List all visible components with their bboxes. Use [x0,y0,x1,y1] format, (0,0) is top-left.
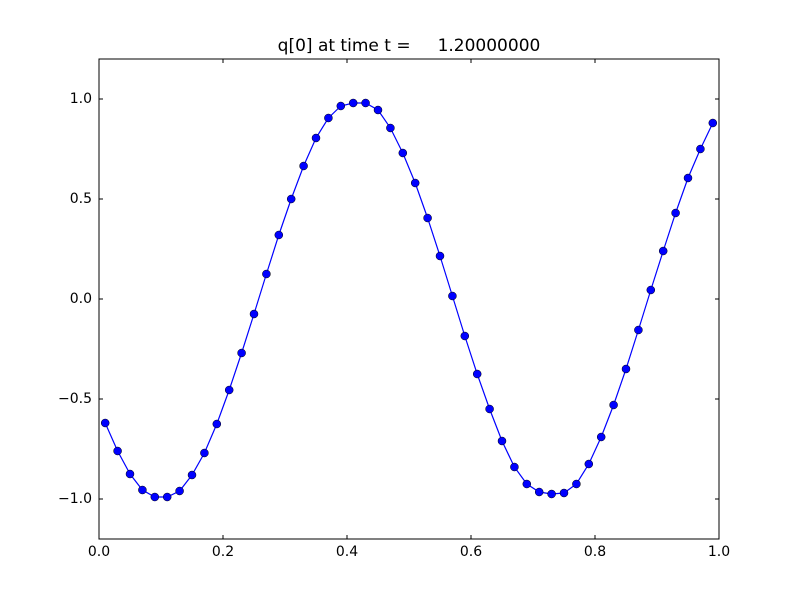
marker [584,459,594,469]
series-line [104,102,714,498]
y-tick-label: 0.5 [70,191,92,207]
marker [634,325,643,335]
marker [522,479,532,489]
marker [212,419,222,429]
marker [200,448,209,458]
marker [572,479,581,489]
marker [274,230,284,240]
marker [671,208,680,218]
y-tick-label: −1.0 [58,491,92,507]
marker [386,123,395,133]
marker [299,161,308,171]
x-tick-label: 1.0 [708,544,730,560]
x-tick-label: 0.0 [88,544,110,560]
marker [708,118,718,128]
marker [100,418,110,428]
marker [534,487,544,497]
marker [237,348,246,358]
marker [373,105,383,115]
y-tick-label: 0.0 [70,291,92,307]
x-tick-label: 0.8 [584,544,606,560]
marker [485,404,494,414]
marker [249,309,259,319]
x-tick-label: 0.2 [212,544,234,560]
y-tick-label: −0.5 [58,391,92,407]
marker [696,144,705,154]
marker [324,113,333,123]
marker [348,98,358,108]
marker [547,489,556,499]
marker [398,148,408,158]
x-tick-label: 0.6 [460,544,482,560]
marker [683,173,693,183]
x-tick-label: 0.4 [336,544,358,560]
marker [497,436,507,446]
marker [646,285,656,295]
marker [448,291,457,301]
marker [423,213,432,223]
marker [559,488,569,498]
marker [113,446,122,456]
marker [175,486,184,496]
marker [311,133,321,143]
marker [138,485,147,495]
marker [224,385,234,395]
marker [286,194,296,204]
marker [336,101,346,111]
marker [658,246,668,256]
marker [262,269,271,279]
marker [596,432,606,442]
marker [125,469,135,479]
chart-title: q[0] at time t = 1.20000000 [278,36,541,56]
marker [460,331,470,341]
marker [609,400,618,410]
y-tick-label: 1.0 [70,91,92,107]
marker [510,462,519,472]
marker [187,470,197,480]
marker [410,178,420,188]
marker [150,492,160,502]
marker [435,251,445,261]
marker [621,364,631,374]
marker [162,492,172,502]
marker [472,369,482,379]
marker [361,98,370,108]
